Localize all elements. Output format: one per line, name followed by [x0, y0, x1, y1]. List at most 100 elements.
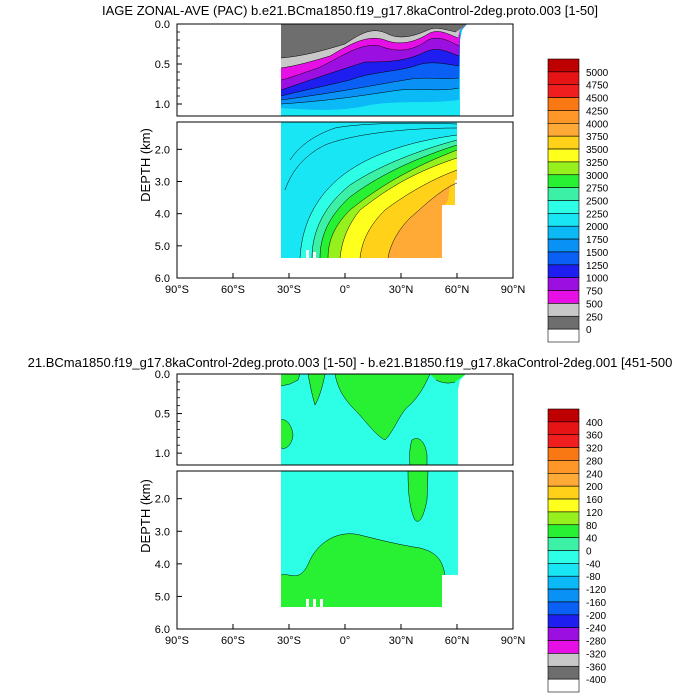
- top-colorbar-box: [547, 251, 580, 266]
- bottom-colorbar-label: -120: [586, 585, 606, 596]
- top-colorbar-label: 3250: [586, 158, 609, 169]
- top-colorbar-label: 2500: [586, 197, 609, 208]
- land-mask: [442, 205, 457, 258]
- bottom-colorbar-box: [547, 408, 580, 423]
- bottom-colorbar-box: [547, 588, 580, 603]
- bottom-ytick-label: 1.0: [155, 448, 170, 460]
- top-colorbar-label: 500: [586, 299, 603, 310]
- top-colorbar-box: [547, 135, 580, 150]
- top-ytick-label: 5.0: [155, 241, 170, 253]
- field-band: [335, 374, 430, 440]
- bottom-colorbar-box: [547, 563, 580, 577]
- top-colorbar-label: 4250: [586, 106, 609, 117]
- top-colorbar-box: [547, 238, 580, 253]
- bottom-ytick-label: 4.0: [155, 559, 170, 571]
- bottom-colorbar-box: [547, 473, 580, 487]
- bottom-colorbar-label: 80: [586, 521, 598, 532]
- land-mask: [313, 252, 316, 258]
- top-xtick-label: 90°N: [501, 284, 526, 296]
- top-colorbar-label: 3000: [586, 171, 609, 182]
- top-xtick-label: 90°S: [165, 284, 189, 296]
- land-mask: [455, 180, 457, 205]
- top-ytick-label: 3.0: [155, 177, 170, 189]
- land-mask: [458, 390, 513, 465]
- bottom-colorbar-box: [547, 614, 580, 628]
- top-colorbar-box: [547, 264, 580, 278]
- top-colorbar-label: 2750: [586, 184, 609, 195]
- bottom-xtick-label: 0°: [340, 635, 351, 647]
- bottom-colorbar-label: -400: [586, 675, 606, 686]
- bottom-colorbar-label: 160: [586, 495, 603, 506]
- top-colorbar-box: [547, 315, 580, 330]
- top-xtick-label: 60°S: [221, 284, 245, 296]
- bottom-xtick-label: 60°S: [221, 635, 245, 647]
- top-colorbar-box: [547, 58, 580, 73]
- top-colorbar-label: 1750: [586, 235, 609, 246]
- top-colorbar-box: [547, 161, 580, 176]
- field-band: [281, 24, 467, 58]
- top-colorbar-box: [547, 84, 580, 98]
- top-xtick-label: 60°N: [445, 284, 470, 296]
- top-colorbar-box: [547, 97, 580, 111]
- bottom-upper-frame: [176, 373, 514, 466]
- top-colorbar-box: [547, 213, 580, 227]
- land-mask: [442, 575, 462, 615]
- bottom-ytick-label: 5.0: [155, 591, 170, 603]
- top-colorbar-label: 2000: [586, 222, 609, 233]
- bottom-colorbar-label: 400: [586, 418, 603, 429]
- top-ytick-label: 4.0: [155, 209, 170, 221]
- field-band: [430, 374, 466, 384]
- bottom-ytick-label: 3.0: [155, 526, 170, 538]
- bottom-mask-upper: [458, 390, 513, 465]
- bottom-colorbar-box: [547, 447, 580, 461]
- bottom-colorbar-label: -40: [586, 559, 601, 570]
- top-colorbar-box: [547, 123, 580, 137]
- top-ytick-label: 6.0: [155, 273, 170, 285]
- top-colorbar-box: [547, 110, 580, 124]
- top-chart: [176, 23, 514, 279]
- bottom-colorbar-label: -200: [586, 611, 606, 622]
- contour-lines: [280, 471, 446, 576]
- bottom-colorbar-box: [547, 678, 580, 693]
- top-ytick-label: 0.0: [155, 19, 170, 31]
- field-band: [281, 374, 300, 386]
- top-colorbar-label: 1000: [586, 274, 609, 285]
- bottom-lower-field: [280, 471, 462, 615]
- land-mask: [313, 599, 316, 607]
- land-mask: [306, 250, 309, 258]
- bottom-xtick-label: 30°N: [389, 635, 414, 647]
- top-colorbar-label: 5000: [586, 68, 609, 79]
- field-band: [388, 183, 457, 258]
- bottom-colorbar-label: 0: [586, 547, 592, 558]
- bottom-colorbar-label: -360: [586, 662, 606, 673]
- bottom-colorbar-label: 40: [586, 534, 598, 545]
- bottom-colorbar-box: [547, 460, 580, 474]
- field-band: [281, 419, 293, 449]
- bottom-colorbar-box: [547, 550, 580, 564]
- top-colorbar-box: [547, 290, 580, 304]
- bottom-colorbar-label: -280: [586, 637, 606, 648]
- bottom-colorbar-label: 320: [586, 444, 603, 455]
- top-colorbar-box: [547, 148, 580, 163]
- top-colorbar-box: [547, 303, 580, 317]
- top-colorbar-label: 750: [586, 287, 603, 298]
- top-lower-field: [281, 122, 458, 259]
- bottom-colorbar-box: [547, 537, 580, 551]
- contour-lines: [284, 122, 458, 259]
- bottom-xtick-label: 30°S: [277, 635, 301, 647]
- top-xtick-label: 30°N: [389, 284, 414, 296]
- top-colorbar-label: 0: [586, 325, 592, 336]
- top-colorbar-label: 3500: [586, 145, 609, 156]
- top-ytick-label: 0.5: [155, 59, 170, 71]
- contour-lines: [280, 28, 460, 105]
- bottom-chart-title: 21.BCma1850.f19_g17.8kaControl-2deg.prot…: [27, 355, 673, 370]
- top-colorbar-label: 4000: [586, 119, 609, 130]
- bottom-colorbar-box: [547, 601, 580, 616]
- bottom-colorbar-label: 120: [586, 508, 603, 519]
- bottom-colorbar-box: [547, 627, 580, 641]
- top-ytick-label: 1.0: [155, 99, 170, 111]
- field-band: [409, 438, 427, 465]
- top-ytick-label: 2.0: [155, 144, 170, 156]
- land-mask: [306, 599, 309, 607]
